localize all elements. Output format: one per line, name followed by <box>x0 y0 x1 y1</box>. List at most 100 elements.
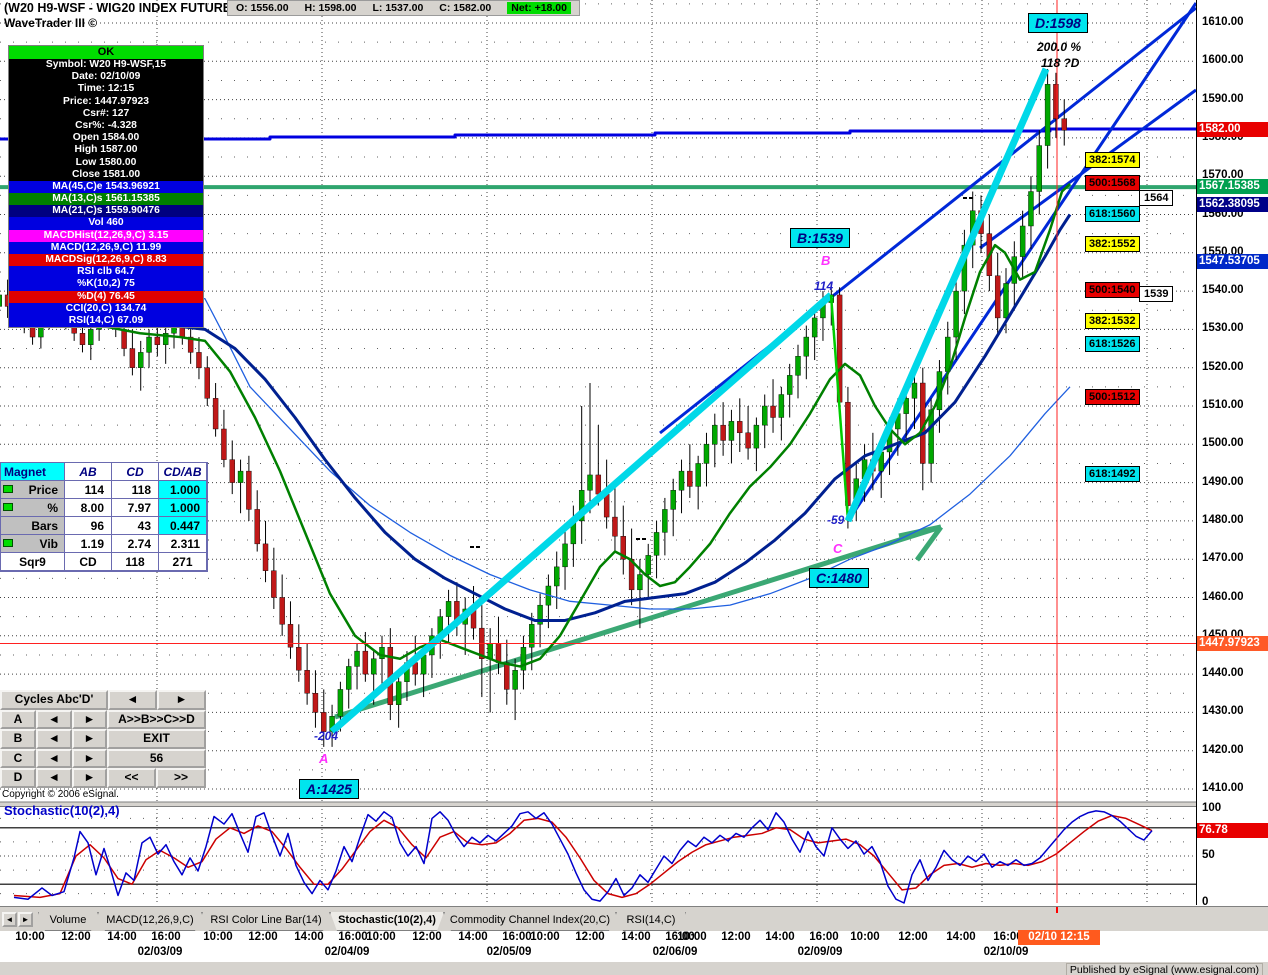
price-badge: 1567.15385 <box>1197 179 1268 195</box>
magnet-ab-value: 96 <box>65 517 112 535</box>
tab-rsi-color-line-bar-14-[interactable]: RSI Color Line Bar(14) <box>202 912 330 931</box>
cycles-header-arrow-right[interactable]: ► <box>157 690 206 710</box>
cycle-arrow-left[interactable]: ◄ <box>36 768 72 788</box>
copyright-text: Copyright © 2006 eSignal. <box>2 789 119 800</box>
cycle-arrow-right[interactable]: ► <box>72 768 107 788</box>
cycles-row: A ◄ ► A>>B>>C>>D <box>0 709 206 729</box>
cycle-arrow-right[interactable]: ► <box>72 748 107 768</box>
status-led-icon <box>3 503 13 511</box>
fib-level-label: 500:1568 <box>1085 174 1140 191</box>
app-subtitle: WaveTrader III © <box>4 16 98 30</box>
tab-volume[interactable]: Volume <box>38 912 98 931</box>
time-label: 10:00 <box>530 931 560 943</box>
info-row: MACDSig(12,26,9,C) 8.83 <box>9 254 203 267</box>
magnet-footer-row: Sqr9 CD 118 271 <box>1 553 207 571</box>
magnet-header-cell: Magnet <box>1 463 65 481</box>
ohlc-bar: O: 1556.00 H: 1598.00 L: 1537.00 C: 1582… <box>227 0 580 16</box>
stoch-tick-label: 0 <box>1202 896 1209 908</box>
date-label: 02/05/09 <box>486 946 532 958</box>
cycles-header-row: Cycles Abc'D' ◄ ► <box>0 690 206 710</box>
date-label: 02/06/09 <box>652 946 698 958</box>
time-label: 10:00 <box>850 931 880 943</box>
magnet-footer-cell: 118 <box>112 553 159 571</box>
date-label: 02/09/09 <box>797 946 843 958</box>
time-label: 16:00 <box>151 931 181 943</box>
cycles-panel: Cycles Abc'D' ◄ ► A ◄ ► A>>B>>C>>D B ◄ ► EXIT C ◄ ► 56… <box>0 690 206 788</box>
time-label: 12:00 <box>61 931 91 943</box>
time-label: 10:00 <box>203 931 233 943</box>
time-label: 16:00 <box>502 931 532 943</box>
info-row: MACDHist(12,26,9,C) 3.15 <box>9 229 203 242</box>
price-tick-label: 1430.00 <box>1202 705 1244 718</box>
pattern-label: A <box>319 751 329 766</box>
pattern-label: B:1539 <box>790 228 850 248</box>
cycles-header-arrow-left[interactable]: ◄ <box>108 690 157 710</box>
status-led-icon <box>3 485 13 493</box>
magnet-cd-value: 118 <box>112 481 159 499</box>
cycle-arrow-left[interactable]: ◄ <box>36 729 72 749</box>
price-axis[interactable]: 1610.001600.001590.001580.001570.001560.… <box>1196 0 1268 908</box>
ohlc-low: L: 1537.00 <box>372 2 424 14</box>
date-label: 02/04/09 <box>324 946 370 958</box>
info-row: MA(45,C)e 1543.96921 <box>9 180 203 194</box>
price-tick-label: 1440.00 <box>1202 667 1244 680</box>
cycles-title-button[interactable]: Cycles Abc'D' <box>0 690 108 710</box>
ohlc-high: H: 1598.00 <box>304 2 357 14</box>
info-row: RSI(14,C) 67.09 <box>9 314 203 328</box>
cycle-arrow-left[interactable]: ◄ <box>36 748 72 768</box>
info-row: Time: 12:15 <box>9 83 203 96</box>
time-label: 10:00 <box>677 931 707 943</box>
cycle-action-button[interactable]: 56 <box>107 748 206 768</box>
cycle-arrow-right[interactable]: ► <box>72 729 107 749</box>
cycle-action-button[interactable]: A>>B>>C>>D <box>107 709 206 729</box>
cycles-row: D ◄ ► << >> <box>0 768 206 788</box>
cycles-row: B ◄ ► EXIT <box>0 729 206 749</box>
info-row: Symbol: W20 H9-WSF,15 <box>9 59 203 72</box>
tab-macd-12-26-9-c-[interactable]: MACD(12,26,9,C) <box>98 912 202 931</box>
magnet-cd-value: 43 <box>112 517 159 535</box>
cycle-key-button-b[interactable]: B <box>0 729 36 749</box>
indicator-tab-strip: ◄ ► Volume MACD(12,26,9,C) RSI Color Line Ba… <box>0 906 1268 931</box>
pattern-label: 118 ?D <box>1041 56 1080 70</box>
fib-level-label: 382:1532 <box>1085 312 1140 329</box>
tab-scroll-left-button[interactable]: ◄ <box>2 912 17 927</box>
cycle-action-button[interactable]: << <box>107 768 156 788</box>
info-row: Vol 460 <box>9 217 203 230</box>
cycle-arrow-left[interactable]: ◄ <box>36 709 72 729</box>
info-row: Date: 02/10/09 <box>9 71 203 84</box>
cycle-key-button-c[interactable]: C <box>0 748 36 768</box>
magnet-ab-value: 8.00 <box>65 499 112 517</box>
time-label: 14:00 <box>946 931 976 943</box>
cycle-key-button-d[interactable]: D <box>0 768 36 788</box>
cycle-action-button[interactable]: EXIT <box>107 729 206 749</box>
price-tick-label: 1610.00 <box>1202 16 1244 28</box>
status-bar: Published by eSignal (www.esignal.com) <box>0 961 1268 975</box>
price-badge: 1447.97923 <box>1197 635 1268 651</box>
info-row: Close 1581.00 <box>9 168 203 181</box>
date-label: 02/10/09 <box>983 946 1029 958</box>
pattern-label: D:1598 <box>1028 13 1088 33</box>
tab-stochastic-10-2-4-[interactable]: Stochastic(10(2),4) <box>330 912 444 931</box>
status-led-icon <box>3 539 13 547</box>
cycle-action-button[interactable]: >> <box>156 768 206 788</box>
magnet-cd-value: 7.97 <box>112 499 159 517</box>
time-label: 14:00 <box>765 931 795 943</box>
magnet-header-cell: AB <box>65 463 112 481</box>
price-tick-label: 1600.00 <box>1202 54 1244 67</box>
fib-level-label: 618:1560 <box>1085 205 1140 222</box>
magnet-row: Vib 1.19 2.74 2.311 <box>1 535 207 553</box>
cycle-key-button-a[interactable]: A <box>0 709 36 729</box>
cycle-arrow-right[interactable]: ► <box>72 709 107 729</box>
ok-button[interactable]: OK <box>9 46 203 59</box>
price-tick-label: 1460.00 <box>1202 590 1244 603</box>
tab-commodity-channel-index-20-c-[interactable]: Commodity Channel Index(20,C) <box>444 912 616 931</box>
tab-scroll-right-button[interactable]: ► <box>18 912 33 927</box>
price-tick-label: 1520.00 <box>1202 360 1244 373</box>
info-row: Csr%: -4.328 <box>9 119 203 133</box>
tab-rsi-14-c-[interactable]: RSI(14,C) <box>616 912 686 931</box>
stochastic-pane-label: Stochastic(10(2),4) <box>4 803 120 818</box>
price-tick-label: 1490.00 <box>1202 475 1244 488</box>
info-row: RSI clb 64.7 <box>9 266 203 279</box>
price-tick-label: 1540.00 <box>1202 284 1244 297</box>
